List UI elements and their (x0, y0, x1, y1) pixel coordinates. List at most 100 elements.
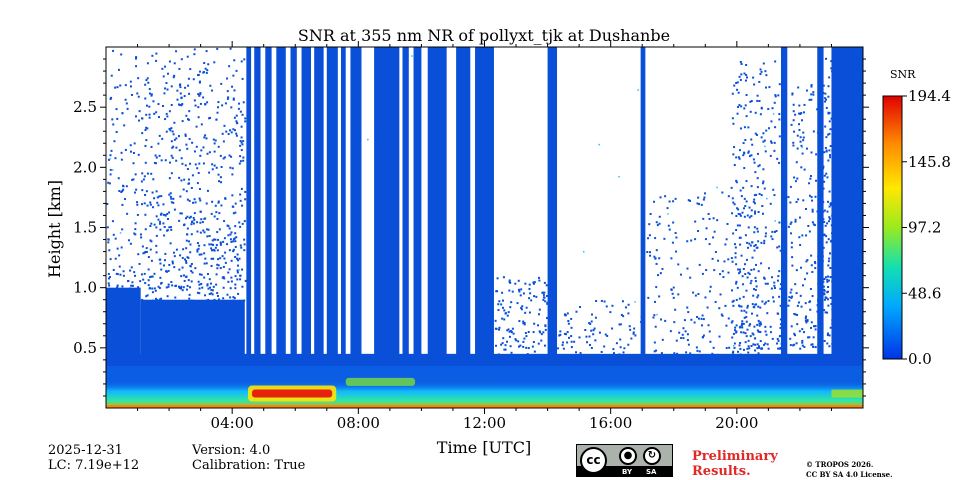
noise-pixel (746, 276, 749, 279)
noise-pixel (199, 199, 202, 202)
noise-pixel (794, 220, 797, 223)
noise-pixel (799, 347, 802, 350)
noise-pixel (131, 281, 134, 284)
noise-pixel (182, 286, 185, 289)
noise-pixel (743, 263, 746, 266)
noise-pixel (758, 322, 761, 325)
noise-pixel (790, 123, 793, 126)
noise-pixel (813, 260, 816, 263)
colorbar-tick-label: 48.6 (908, 284, 941, 302)
noise-pixel (209, 282, 212, 285)
noise-pixel (498, 328, 501, 331)
noise-pixel (604, 333, 607, 336)
noise-pixel (762, 62, 765, 65)
noise-pixel (681, 333, 684, 336)
noise-pixel (204, 257, 207, 260)
noise-pixel (656, 224, 659, 227)
noise-pixel (145, 126, 148, 129)
noise-pixel (144, 194, 147, 197)
noise-pixel (232, 250, 235, 253)
noise-pixel (143, 202, 146, 205)
noise-pixel (166, 212, 169, 215)
noise-pixel (745, 63, 748, 66)
signal-column (350, 47, 362, 408)
noise-pixel (189, 251, 192, 254)
noise-pixel (800, 305, 803, 308)
colorbar (882, 95, 903, 360)
noise-pixel (230, 280, 233, 283)
noise-pixel (801, 341, 804, 344)
noise-pixel (747, 339, 750, 342)
noise-pixel (773, 281, 776, 284)
noise-pixel (180, 96, 183, 99)
noise-pixel (235, 120, 238, 123)
noise-pixel (216, 294, 219, 297)
noise-pixel (189, 68, 192, 71)
noise-pixel (134, 222, 137, 225)
noise-pixel (188, 92, 191, 95)
noise-pixel (721, 270, 724, 273)
noise-pixel (200, 273, 203, 276)
noise-pixel (570, 335, 573, 338)
colorbar-tick-label: 194.4 (908, 87, 951, 105)
noise-pixel (156, 196, 159, 199)
noise-pixel (756, 94, 759, 97)
noise-pixel (806, 272, 809, 275)
noise-pixel (150, 94, 153, 97)
noise-pixel (520, 308, 523, 311)
noise-pixel (190, 186, 193, 189)
noise-pixel (763, 139, 766, 142)
noise-pixel (141, 132, 144, 135)
noise-pixel (799, 243, 802, 246)
noise-pixel (187, 178, 190, 181)
noise-pixel (168, 193, 171, 196)
noise-pixel (153, 223, 156, 226)
noise-pixel (721, 191, 724, 194)
noise-pixel (198, 162, 201, 165)
noise-pixel (223, 156, 226, 159)
noise-pixel (655, 349, 658, 352)
noise-pixel (789, 337, 792, 340)
noise-pixel (220, 82, 223, 85)
noise-pixel (737, 105, 740, 108)
noise-pixel (827, 200, 830, 203)
noise-pixel (778, 335, 781, 338)
noise-pixel (240, 125, 243, 128)
noise-pixel (654, 257, 657, 260)
noise-pixel (772, 296, 775, 299)
noise-pixel (828, 257, 831, 260)
noise-pixel (542, 293, 545, 296)
noise-pixel (216, 106, 219, 109)
noise-pixel (127, 280, 130, 283)
noise-pixel (825, 172, 828, 175)
noise-pixel (200, 282, 203, 285)
noise-pixel (543, 344, 546, 347)
noise-pixel (508, 279, 511, 282)
noise-pixel (750, 185, 753, 188)
noise-pixel (165, 270, 168, 273)
noise-pixel (189, 215, 192, 218)
noise-pixel (187, 279, 190, 282)
noise-pixel (244, 198, 247, 201)
noise-pixel (169, 226, 172, 229)
noise-pixel (158, 298, 161, 301)
noise-pixel (789, 291, 792, 294)
noise-pixel (671, 241, 674, 244)
noise-pixel (162, 264, 165, 267)
noise-pixel (751, 143, 754, 146)
noise-pixel (211, 163, 214, 166)
noise-pixel (802, 111, 805, 114)
noise-pixel (743, 126, 746, 129)
x-tick-label: 08:00 (337, 414, 380, 432)
noise-pixel (826, 222, 829, 225)
noise-pixel (164, 118, 167, 121)
noise-pixel (716, 219, 719, 222)
noise-pixel (700, 317, 703, 320)
noise-pixel (787, 304, 790, 307)
noise-pixel (664, 195, 667, 198)
noise-pixel (140, 203, 143, 206)
noise-pixel (216, 267, 219, 270)
noise-pixel (719, 293, 722, 296)
signal-column (246, 47, 252, 408)
